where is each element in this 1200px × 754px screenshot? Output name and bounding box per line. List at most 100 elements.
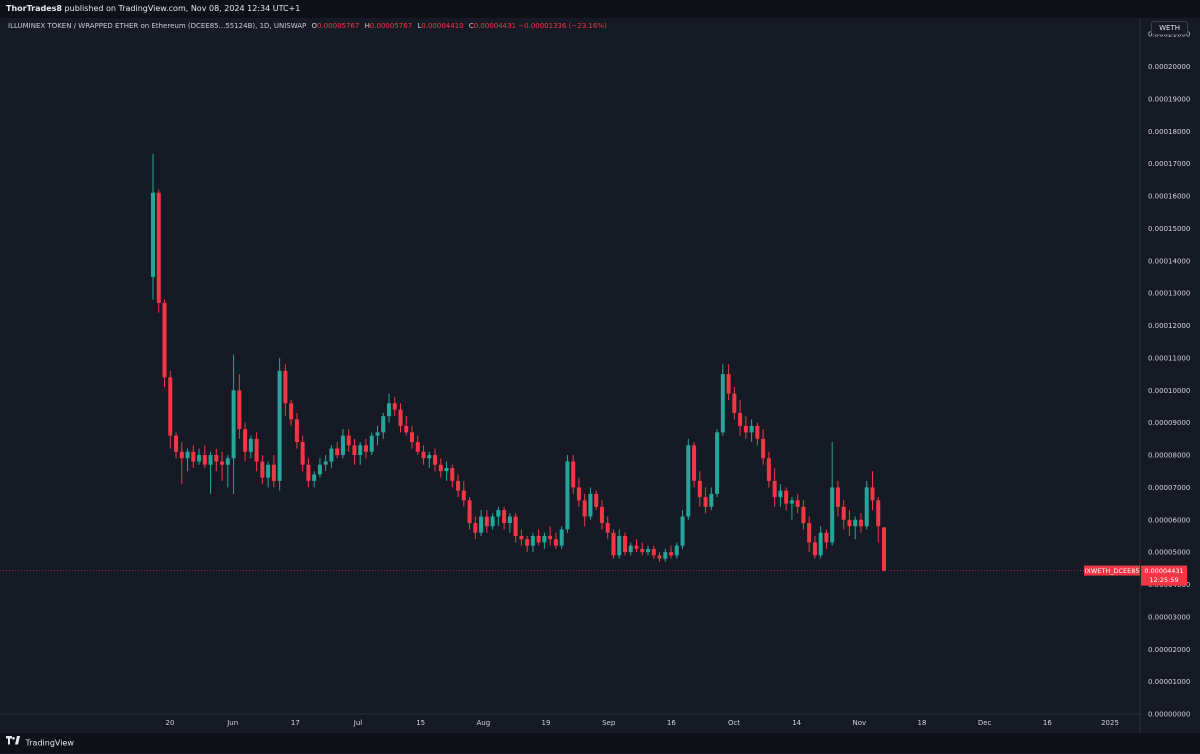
candle-body [841,506,846,520]
candle-body [306,464,311,481]
candle-body [738,412,743,426]
candle-body [317,464,322,475]
candle-body [571,461,576,488]
price-tick-label: 0.00011000 [1148,354,1190,362]
candle-body [208,455,213,465]
candles [150,153,887,572]
time-axis[interactable]: 20 Jun 17 Jul 15 Aug 19 Sep 16 Oct 14 Nov 18 Dec 16 202… [166,719,1119,727]
time-tick-label: 17 [291,719,300,727]
price-tick-label: 0.00019000 [1148,95,1190,103]
candle-body [881,527,887,571]
time-tick-label: Oct [728,719,740,727]
candle-body [329,448,334,462]
candle-body [289,403,294,420]
candle-body [398,409,403,426]
candle-body [484,516,489,527]
candle-body [168,377,173,436]
price-tick-label: 0.00016000 [1148,193,1190,201]
chart-area[interactable]: 0.000210000.000200000.000190000.00018000… [0,18,1200,733]
candle-body [755,425,760,439]
price-tick-label: 0.00017000 [1148,160,1190,168]
candle-body [467,500,472,524]
candle-body [421,451,426,459]
candle-body [438,464,443,472]
publish-bar: ThorTrades8 published on TradingView.com… [0,0,1200,18]
candle-body [519,535,524,540]
candle-body [369,435,374,452]
candle-body [479,516,484,533]
candle-body [663,552,668,559]
candle-body [864,487,869,527]
candle-body [225,458,230,465]
time-tick-label: 20 [166,719,175,727]
change-value: −0.00001336 (−23.16%) [518,22,607,30]
candle-body [162,302,167,378]
candle-body [559,529,564,546]
price-tick-label: 0.00007000 [1148,484,1190,492]
price-tick-label: 0.00018000 [1148,128,1190,136]
price-tick-label: 0.00001000 [1148,678,1190,686]
price-tick-label: 0.00002000 [1148,646,1190,654]
candle-body [594,493,599,507]
time-tick-label: 16 [667,719,676,727]
candle-body [749,425,754,433]
candle-body [433,455,438,465]
publish-text: published on TradingView.com, Nov 08, 20… [64,4,301,13]
candle-body [617,535,622,556]
candle-body [502,510,507,524]
price-chart[interactable]: 0.000210000.000200000.000190000.00018000… [0,18,1200,733]
candle-body [346,435,351,446]
price-axis[interactable]: 0.000210000.000200000.000190000.00018000… [1148,31,1190,719]
candle-body [795,500,800,507]
candle-body [778,490,783,498]
candle-body [312,474,317,481]
candle-body [692,445,697,481]
price-tick-label: 0.00014000 [1148,257,1190,265]
candle-body [686,445,691,517]
candle-body [525,539,530,546]
symbol-legend[interactable]: ILLUMINEX TOKEN / WRAPPED ETHER on Ether… [8,21,607,31]
candle-body [576,487,581,501]
price-tick-label: 0.00000000 [1148,711,1190,719]
footer-bar: TradingView [0,733,1200,753]
candle-body [830,487,835,543]
candle-body [473,523,478,533]
candle-body [294,419,299,443]
candle-body [271,464,276,481]
publish-author: ThorTrades8 [6,4,62,13]
candle-body [824,532,829,543]
high-label: H [364,22,370,30]
price-tick-label: 0.00005000 [1148,549,1190,557]
time-tick-label: Nov [852,719,866,727]
candle-body [220,461,225,465]
candle-body [266,464,271,478]
candle-body [277,370,282,481]
bar-countdown-label: 12:25:59 [1149,576,1178,584]
time-tick-label: 19 [542,719,551,727]
currency-selector[interactable]: WETH [1151,21,1188,35]
candle-body [697,480,702,498]
candle-body [876,500,881,527]
last-price-label: 0.00004431 [1144,567,1183,575]
candle-body [191,451,196,462]
candle-body [847,519,852,527]
ticker-label: IXWETH_DCEE85 [1084,567,1139,575]
candle-body [858,519,863,527]
candle-body [450,467,455,481]
footer-brand: TradingView [25,738,74,748]
close-value: 0.00004431 [473,22,517,30]
candle-body [766,458,771,481]
candle-body [870,487,875,501]
candle-body [375,432,380,436]
candle-body [513,516,518,536]
time-tick-label: Sep [602,719,616,727]
open-value: 0.00005767 [317,22,360,30]
open-label: O [311,22,318,30]
candle-body [542,535,547,543]
candle-body [404,425,409,433]
candle-body [703,497,708,507]
price-tick-label: 0.00006000 [1148,516,1190,524]
price-tick-label: 0.00010000 [1148,387,1190,395]
symbol-title[interactable]: ILLUMINEX TOKEN / WRAPPED ETHER on Ether… [8,22,307,30]
candle-body [352,445,357,456]
